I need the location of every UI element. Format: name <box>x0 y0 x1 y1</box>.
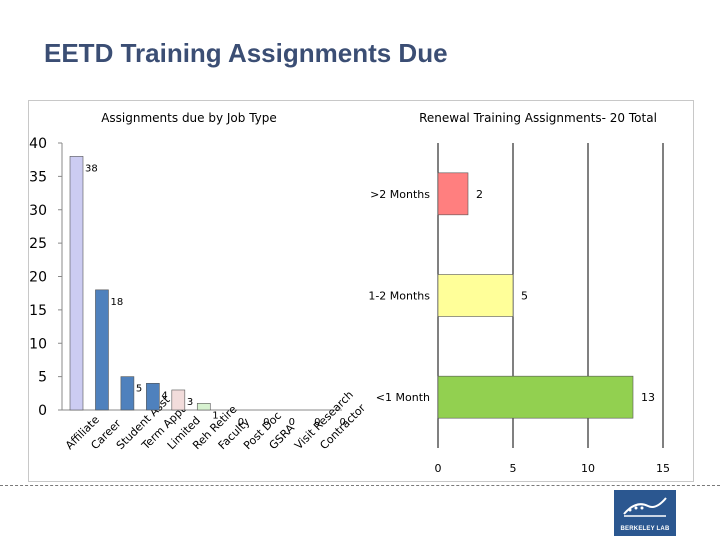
right-data-label: 2 <box>476 188 483 201</box>
right-bar <box>437 172 469 216</box>
right-data-label: 5 <box>521 290 528 303</box>
right-x-tick-label: 10 <box>581 462 595 475</box>
left-data-label: 18 <box>110 297 123 308</box>
logo-text: BERKELEY LAB <box>620 526 670 532</box>
left-bar <box>95 289 109 411</box>
left-data-label: 1 <box>212 410 218 421</box>
left-bar <box>146 382 160 411</box>
right-data-label: 13 <box>641 391 655 404</box>
left-data-label: 4 <box>161 390 167 401</box>
left-bar <box>69 156 84 411</box>
slide-title: EETD Training Assignments Due <box>44 38 448 68</box>
right-x-tick-label: 0 <box>435 462 442 475</box>
left-data-label: 0 <box>289 417 295 428</box>
berkeley-lab-logo: BERKELEY LAB <box>614 490 676 536</box>
right-chart: 0 5 10 15 >2 Months 2 1-2 Months 5 <1 Month 13 <box>368 143 670 475</box>
right-chart-title: Renewal Training Assignments- 20 Total <box>419 111 657 125</box>
left-bar <box>171 389 186 411</box>
left-data-label: 0 <box>238 417 244 428</box>
left-y-tick-label: 10 <box>29 336 47 352</box>
right-x-tick-label: 5 <box>510 462 517 475</box>
right-category-label: <1 Month <box>376 391 430 404</box>
left-y-tick-label: 0 <box>38 403 47 419</box>
right-x-tick-label: 15 <box>656 462 670 475</box>
left-chart: 051015202530354038Affiliate18Career5Stud… <box>29 136 368 453</box>
left-y-tick-label: 20 <box>29 270 47 286</box>
left-data-label: 0 <box>314 417 320 428</box>
footer-divider <box>0 485 720 486</box>
right-bar <box>437 274 514 317</box>
left-chart-title: Assignments due by Job Type <box>101 111 277 125</box>
left-y-tick-label: 30 <box>29 203 47 219</box>
left-bar <box>120 376 135 411</box>
left-y-tick-label: 5 <box>38 370 47 386</box>
left-data-label: 0 <box>340 417 346 428</box>
left-data-label: 3 <box>187 397 193 408</box>
left-data-label: 0 <box>263 417 269 428</box>
left-y-tick-label: 35 <box>29 169 47 185</box>
left-y-tick-label: 40 <box>29 136 47 152</box>
left-bar <box>196 403 211 411</box>
left-data-label: 5 <box>136 384 142 395</box>
right-bar <box>437 375 634 419</box>
chart-frame <box>28 100 694 482</box>
right-category-label: >2 Months <box>370 188 430 201</box>
left-y-tick-label: 15 <box>29 303 47 319</box>
left-y-tick-label: 25 <box>29 236 47 252</box>
berkeley-lab-logo-icon <box>623 497 667 517</box>
right-category-label: 1-2 Months <box>368 290 430 303</box>
left-data-label: 38 <box>85 163 98 174</box>
